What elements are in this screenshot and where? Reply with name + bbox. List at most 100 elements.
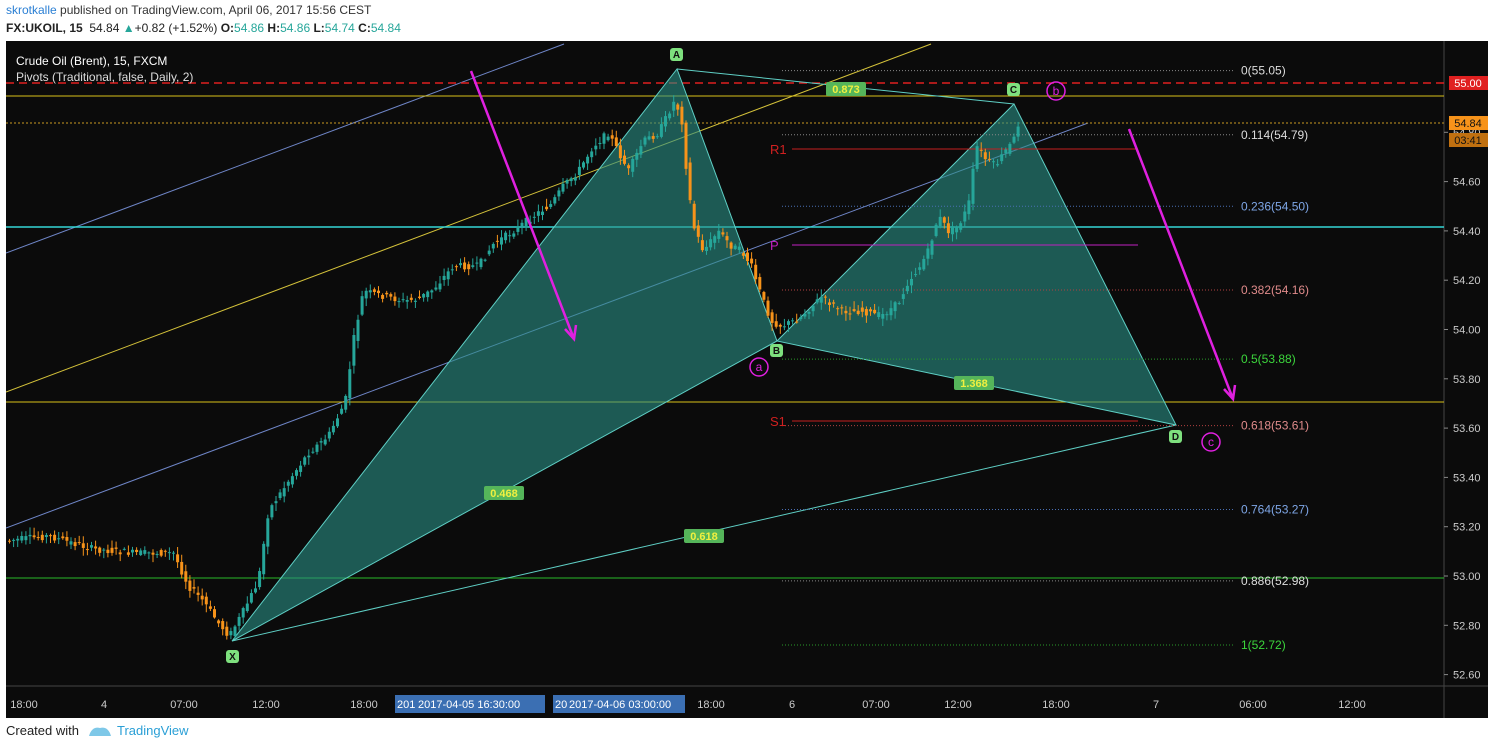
candle xyxy=(434,281,438,292)
candle xyxy=(327,427,331,442)
candle xyxy=(623,149,626,166)
candle xyxy=(245,596,249,613)
candle xyxy=(208,600,212,612)
price-tick-label: 52.60 xyxy=(1453,670,1481,682)
point-b-label: B xyxy=(773,346,780,357)
time-axis[interactable]: 18:00 4 07:00 12:00 18:00 18:00 6 07:00 12:00 18:… xyxy=(10,699,1366,711)
candle xyxy=(405,295,409,309)
candle xyxy=(590,147,594,163)
author-link[interactable]: skrotkalle xyxy=(6,3,57,17)
candle xyxy=(741,251,745,260)
candle xyxy=(557,187,561,201)
down-arrow-right-shaft[interactable] xyxy=(1127,128,1235,400)
candle xyxy=(635,148,639,168)
candle xyxy=(188,575,192,598)
candle xyxy=(131,546,134,557)
candle xyxy=(409,293,413,303)
candle xyxy=(61,532,65,540)
candle xyxy=(828,298,831,312)
candle xyxy=(823,294,827,305)
time-tick-label: 18:00 xyxy=(10,699,38,711)
candle xyxy=(356,314,360,349)
candle xyxy=(487,245,491,257)
price-tick-label: 53.40 xyxy=(1453,472,1481,484)
candle xyxy=(331,420,335,435)
tradingview-link[interactable]: TradingView xyxy=(116,723,189,738)
candle xyxy=(12,538,16,548)
wave-a-circle-icon xyxy=(749,357,769,377)
time-tick-label: 18:00 xyxy=(350,699,378,711)
candle xyxy=(668,111,672,121)
candle xyxy=(938,209,942,229)
candle xyxy=(905,279,909,294)
candle xyxy=(372,287,376,296)
candle xyxy=(151,549,155,563)
candle xyxy=(368,284,372,299)
candle xyxy=(594,138,598,156)
candle xyxy=(700,234,704,253)
candle xyxy=(684,120,688,176)
candle xyxy=(49,533,52,544)
fib-retracement[interactable]: 0(55.05) 0.114(54.79) 0.236(54.50) 0.382(54… xyxy=(782,64,1309,652)
down-arrow-right-icon xyxy=(1223,384,1237,402)
candle xyxy=(352,328,356,374)
high-label: H: xyxy=(267,21,281,35)
candle xyxy=(819,289,823,310)
candle xyxy=(233,624,237,639)
candle xyxy=(877,306,881,320)
time-tick-label: 4 xyxy=(101,699,107,711)
candle xyxy=(512,230,516,239)
candle xyxy=(167,547,171,560)
time-tick-label: 06:00 xyxy=(1239,699,1267,711)
candle xyxy=(836,306,840,316)
price-axis[interactable]: 54.8054.6054.4054.2054.0053.8053.6053.40… xyxy=(1444,127,1481,682)
candle xyxy=(733,243,737,251)
candle xyxy=(393,292,397,306)
candle xyxy=(430,289,434,299)
candle xyxy=(655,133,659,139)
candle xyxy=(315,441,319,455)
publish-info: skrotkalle published on TradingView.com,… xyxy=(6,3,371,17)
candle xyxy=(401,292,405,303)
candle xyxy=(561,178,565,194)
candlestick-series xyxy=(8,95,1020,640)
candle xyxy=(1004,147,1008,158)
candle xyxy=(586,154,590,170)
down-arrow-left-shaft[interactable] xyxy=(469,70,576,340)
time-tick-label: 07:00 xyxy=(862,699,890,711)
price-tick-label: 52.80 xyxy=(1453,620,1481,632)
candle xyxy=(495,234,499,248)
candle xyxy=(897,301,901,305)
candle xyxy=(992,159,995,169)
candle xyxy=(360,290,364,317)
candle xyxy=(348,361,352,406)
price-chart[interactable]: 0(55.05) 0.114(54.79) 0.236(54.50) 0.382(54… xyxy=(6,41,1488,718)
candle xyxy=(565,178,569,189)
candle xyxy=(869,307,872,316)
candle xyxy=(881,307,885,327)
open-label: O: xyxy=(220,21,235,35)
candle xyxy=(459,258,462,268)
crosshair-time-1: 2017-04-05 16:30:00 xyxy=(418,699,520,711)
price-tick-label: 54.20 xyxy=(1453,275,1481,287)
candle xyxy=(832,299,836,308)
candle xyxy=(918,262,922,275)
candle xyxy=(77,535,81,545)
down-arrow-left-icon xyxy=(564,324,578,342)
candle xyxy=(926,243,930,266)
time-tick-label: 7 xyxy=(1153,699,1159,711)
channel-upper-line[interactable] xyxy=(6,43,565,254)
candle xyxy=(692,200,696,231)
candle xyxy=(942,216,946,229)
candle xyxy=(787,319,790,333)
candle xyxy=(746,247,749,266)
candle xyxy=(286,479,290,492)
candle xyxy=(754,259,758,285)
candle xyxy=(446,267,450,286)
fib-level-label: 0.886(52.98) xyxy=(1241,574,1309,588)
candle xyxy=(664,111,667,132)
created-with-text: Created with xyxy=(6,723,79,738)
candle xyxy=(782,318,786,331)
chart-svg[interactable]: 0(55.05) 0.114(54.79) 0.236(54.50) 0.382(54… xyxy=(6,41,1488,718)
yellow-trend-line[interactable] xyxy=(6,43,932,393)
